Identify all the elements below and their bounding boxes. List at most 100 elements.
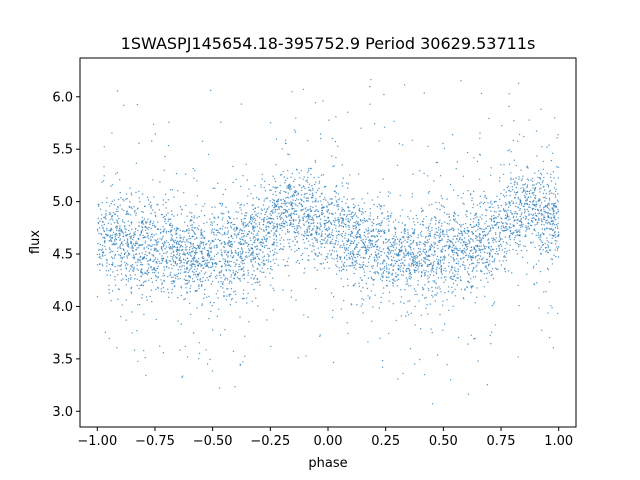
data-point (130, 206, 132, 208)
data-point (483, 273, 486, 275)
data-point (405, 249, 407, 251)
data-point (505, 229, 508, 231)
data-point (476, 236, 478, 238)
data-point (319, 229, 321, 231)
data-point (256, 232, 258, 235)
data-point (372, 218, 375, 221)
data-point (449, 379, 452, 381)
data-point (170, 224, 172, 227)
data-point (289, 189, 291, 191)
data-point (177, 190, 179, 192)
data-point (524, 218, 527, 220)
data-point (219, 232, 221, 234)
data-point (184, 259, 187, 261)
data-point (293, 225, 295, 228)
data-point (239, 280, 241, 282)
data-point (325, 219, 327, 222)
data-point (269, 260, 272, 263)
data-point (347, 225, 349, 227)
data-point (360, 246, 363, 248)
data-point (466, 151, 469, 154)
data-point (423, 92, 425, 94)
data-point (99, 220, 101, 222)
data-point (488, 272, 491, 274)
data-point (360, 290, 362, 292)
data-point (454, 295, 457, 297)
data-point (369, 103, 371, 105)
data-point (265, 210, 268, 212)
data-point (526, 178, 529, 180)
data-point (554, 249, 556, 251)
data-point (120, 257, 122, 259)
data-point (417, 268, 419, 270)
data-point (274, 211, 276, 213)
data-point (410, 249, 412, 251)
data-point (112, 231, 115, 234)
data-point (516, 183, 519, 185)
data-point (180, 237, 182, 239)
data-point (311, 245, 314, 247)
data-point (356, 220, 358, 222)
data-point (353, 254, 355, 256)
data-point (341, 210, 343, 212)
data-point (383, 287, 385, 289)
data-point (147, 228, 149, 230)
data-point (413, 248, 415, 250)
data-point (131, 246, 133, 248)
data-point (290, 289, 293, 292)
data-point (490, 210, 492, 212)
data-point (510, 182, 512, 185)
data-point (273, 222, 275, 225)
data-point (407, 229, 409, 231)
data-point (557, 208, 559, 211)
data-point (108, 263, 111, 266)
data-point (451, 250, 454, 252)
data-point (343, 210, 346, 212)
data-point (355, 243, 358, 245)
data-point (394, 241, 396, 243)
data-point (109, 230, 112, 232)
data-point (335, 156, 337, 159)
data-point (414, 261, 416, 264)
data-point (278, 212, 280, 215)
data-point (488, 225, 490, 227)
data-point (380, 213, 383, 215)
data-point (286, 230, 289, 232)
data-point (261, 178, 263, 180)
data-point (282, 221, 284, 223)
data-point (406, 268, 408, 270)
data-point (124, 225, 126, 227)
data-point (394, 249, 397, 251)
data-point (337, 145, 339, 147)
data-point (271, 243, 273, 246)
data-point (208, 317, 210, 320)
data-point (126, 255, 128, 257)
data-point (288, 202, 291, 205)
data-point (135, 240, 137, 243)
data-point (490, 331, 493, 333)
data-point (431, 403, 434, 405)
data-point (320, 225, 322, 227)
data-point (119, 239, 121, 241)
data-point (369, 238, 371, 241)
data-point (497, 204, 499, 207)
data-point (505, 225, 507, 228)
data-point (459, 233, 461, 235)
data-point (192, 250, 194, 252)
data-point (251, 247, 253, 249)
data-point (346, 322, 348, 324)
data-point (171, 224, 174, 227)
data-point (141, 216, 143, 219)
data-point (104, 254, 106, 256)
data-point (377, 262, 379, 264)
data-point (210, 272, 212, 274)
data-point (502, 260, 504, 262)
data-point (267, 259, 270, 261)
data-point (121, 241, 123, 243)
data-point (465, 246, 467, 248)
data-point (395, 319, 397, 322)
data-point (334, 243, 336, 245)
data-point (196, 217, 198, 219)
data-point (371, 244, 374, 246)
data-point (484, 201, 486, 204)
